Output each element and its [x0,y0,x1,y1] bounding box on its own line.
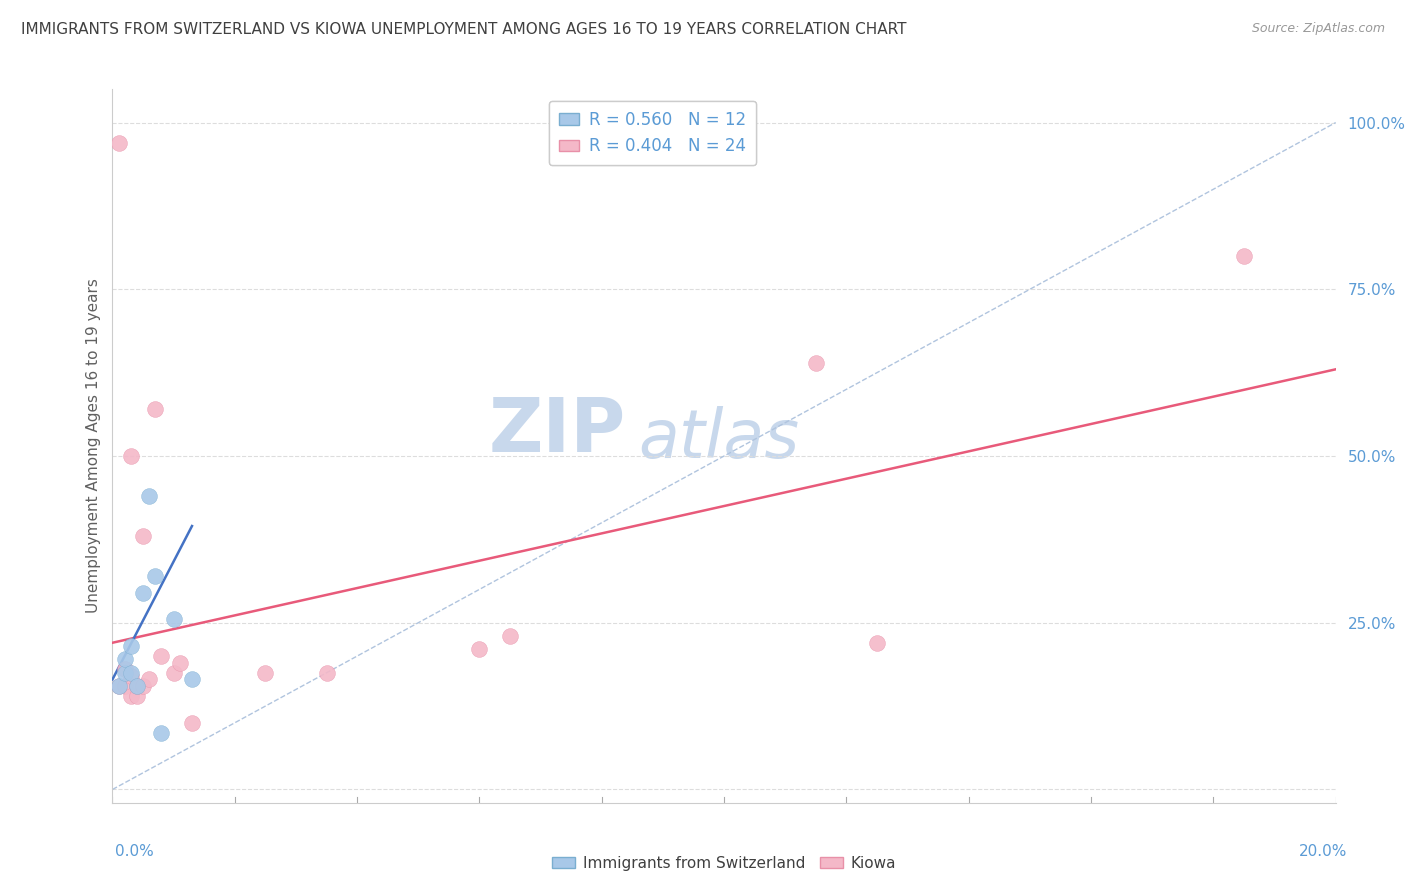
Point [120,639,142,653]
Point [254,665,277,680]
Point [132,679,155,693]
Point [120,449,142,463]
Point [120,665,142,680]
Point [132,585,155,599]
Point [138,489,160,503]
Text: atlas: atlas [638,406,800,472]
Point [125,679,148,693]
Text: IMMIGRANTS FROM SWITZERLAND VS KIOWA UNEMPLOYMENT AMONG AGES 16 TO 19 YEARS CORR: IMMIGRANTS FROM SWITZERLAND VS KIOWA UNE… [21,22,907,37]
Point [150,649,173,664]
Point [150,725,173,739]
Point [125,679,148,693]
Point [120,669,142,683]
Text: Source: ZipAtlas.com: Source: ZipAtlas.com [1251,22,1385,36]
Point [169,656,191,670]
Point [499,629,522,643]
Point [114,679,136,693]
Point [107,679,129,693]
Point [120,689,142,703]
Point [114,652,136,666]
Point [866,636,889,650]
Point [107,679,129,693]
Point [163,665,186,680]
Point [804,356,827,370]
Point [1233,249,1256,263]
Point [114,665,136,680]
Y-axis label: Unemployment Among Ages 16 to 19 years: Unemployment Among Ages 16 to 19 years [86,278,101,614]
Point [114,662,136,676]
Point [181,715,204,730]
Point [468,642,491,657]
Text: ZIP: ZIP [489,395,626,468]
Point [143,402,166,417]
Text: 20.0%: 20.0% [1299,845,1347,859]
Point [315,665,337,680]
Point [107,136,129,150]
Point [181,673,204,687]
Point [163,612,186,626]
Text: 0.0%: 0.0% [115,845,155,859]
Point [125,689,148,703]
Legend: R = 0.560   N = 12, R = 0.404   N = 24: R = 0.560 N = 12, R = 0.404 N = 24 [548,101,756,165]
Point [138,673,160,687]
Point [132,529,155,543]
Point [143,569,166,583]
